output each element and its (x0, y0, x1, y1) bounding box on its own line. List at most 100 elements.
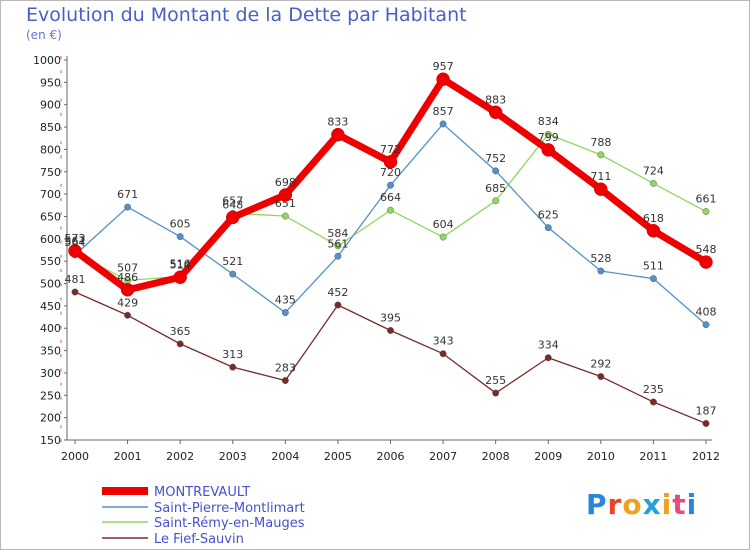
brand-logo: Proxiti (586, 488, 697, 521)
data-point (176, 340, 184, 348)
data-label: 648 (222, 198, 243, 211)
brand-letter: P (586, 488, 608, 521)
x-tick-label: 2009 (534, 450, 562, 463)
data-point (387, 206, 394, 214)
data-label: 605 (170, 218, 191, 231)
data-label: 429 (117, 296, 138, 309)
data-point (281, 309, 289, 316)
data-label: 564 (65, 236, 86, 249)
data-point (71, 288, 79, 296)
data-label: 521 (222, 255, 243, 268)
y-tick-label: 1000 (33, 54, 61, 67)
data-label: 255 (485, 374, 506, 387)
data-label: 313 (222, 348, 243, 361)
y-tick-label: 250 (40, 389, 61, 402)
data-point (439, 350, 447, 358)
x-tick-label: 2007 (429, 450, 457, 463)
data-point (439, 233, 447, 241)
data-point (597, 151, 605, 159)
y-tick-label: 700 (40, 188, 61, 201)
x-tick-label: 2011 (639, 450, 667, 463)
data-label: 561 (327, 237, 348, 250)
y-tick-label: 900 (40, 99, 61, 112)
legend-label: MONTREVAULT (154, 485, 250, 500)
data-point (699, 255, 713, 269)
data-label: 664 (380, 191, 401, 204)
x-tick-label: 2002 (166, 450, 194, 463)
legend-label: Le Fief-Sauvin (154, 532, 244, 547)
data-label: 334 (538, 339, 559, 352)
data-label: 724 (643, 164, 664, 177)
data-point (278, 188, 293, 202)
data-label: 452 (327, 286, 348, 299)
data-label: 788 (590, 136, 611, 149)
data-label: 486 (117, 271, 138, 284)
data-point (436, 72, 450, 86)
y-tick-label: 300 (40, 367, 61, 380)
data-label: 507 (117, 261, 138, 274)
x-tick-label: 2004 (271, 450, 299, 463)
data-point (492, 197, 500, 205)
data-label: 408 (696, 306, 717, 319)
data-label: 752 (485, 152, 506, 165)
data-point (387, 181, 394, 189)
y-tick-label: 550 (40, 255, 61, 268)
data-point (594, 182, 608, 196)
brand-letter: r (607, 488, 623, 521)
data-point (702, 321, 710, 329)
data-label: 671 (117, 188, 138, 201)
y-tick-label: 350 (40, 345, 61, 358)
data-label: 395 (380, 311, 401, 324)
brand-letter: t (672, 488, 687, 521)
legend-label: Saint-Pierre-Montlimart (154, 501, 305, 516)
data-label: 833 (327, 116, 348, 129)
brand-letter: x (642, 488, 662, 521)
data-point (646, 224, 661, 238)
data-label: 514 (170, 258, 191, 271)
data-point (492, 389, 500, 397)
data-label: 857 (433, 105, 454, 118)
data-point (597, 267, 605, 275)
data-point (331, 127, 345, 142)
data-point (120, 283, 135, 297)
data-point (488, 105, 503, 120)
data-point (281, 212, 289, 220)
data-point (650, 179, 657, 187)
data-point (387, 327, 394, 334)
x-tick-label: 2006 (377, 450, 405, 463)
data-point (544, 354, 552, 362)
data-label: 292 (590, 358, 611, 371)
data-label: 957 (433, 60, 454, 73)
data-point (334, 301, 342, 309)
data-point (281, 377, 289, 384)
chart-title: Evolution du Montant de la Dette par Hab… (26, 4, 467, 26)
data-label: 235 (643, 383, 664, 396)
data-label: 548 (696, 243, 717, 256)
data-point (383, 155, 398, 169)
data-label: 720 (380, 166, 401, 179)
data-label: 772 (380, 143, 401, 156)
data-label: 283 (275, 362, 296, 375)
data-point (439, 120, 447, 128)
brand-letter: i (686, 488, 698, 521)
brand-letter: i (661, 488, 673, 521)
data-label: 516 (170, 257, 191, 270)
data-label: 625 (538, 209, 559, 222)
data-point (544, 224, 552, 232)
y-tick-label: 200 (40, 412, 61, 425)
x-tick-label: 2001 (114, 450, 142, 463)
chart-subtitle: (en €) (26, 28, 62, 42)
data-point (229, 270, 237, 278)
data-point (68, 244, 82, 258)
data-label: 651 (275, 197, 296, 210)
x-tick-label: 2010 (587, 450, 615, 463)
y-tick-label: 150 (40, 434, 61, 447)
data-label: 573 (65, 232, 86, 245)
y-tick-label: 950 (40, 76, 61, 89)
x-tick-label: 2005 (324, 450, 352, 463)
x-tick-label: 2012 (692, 450, 720, 463)
data-label: 365 (170, 325, 191, 338)
data-point (702, 208, 710, 215)
data-point (492, 167, 500, 175)
